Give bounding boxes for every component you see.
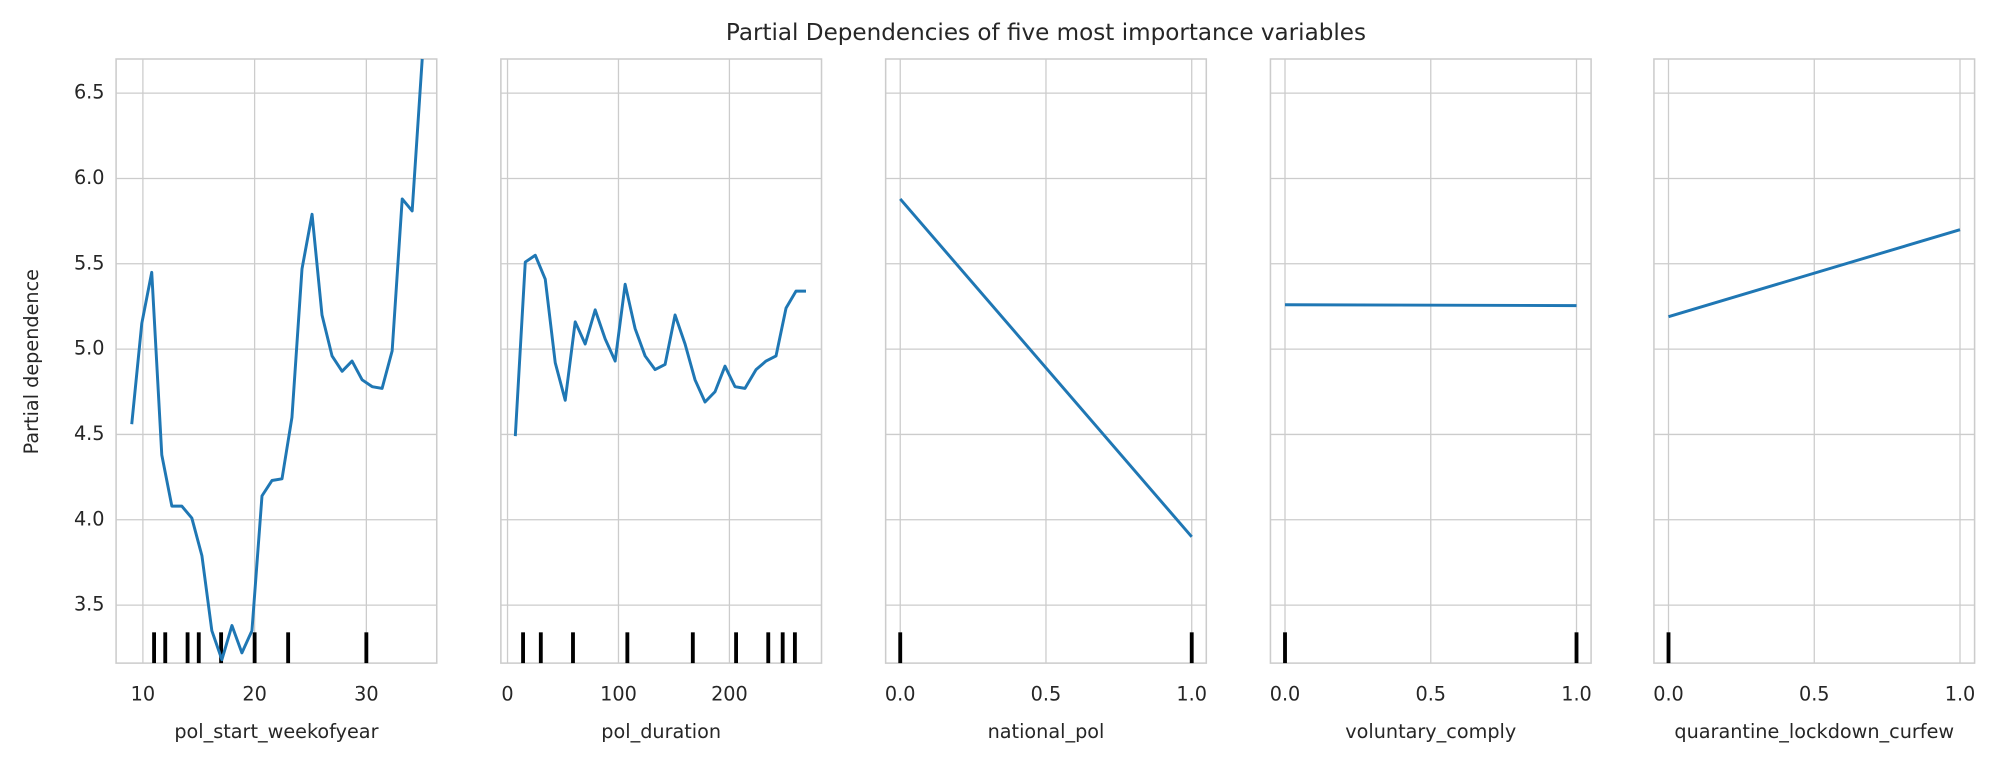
pd-line (899, 197, 1193, 538)
pd-line (1285, 303, 1577, 308)
axes-frame (1269, 58, 1592, 664)
x-axis-label: voluntary_comply (1345, 720, 1516, 743)
x-tick-label: 20 (242, 683, 266, 706)
axes-frame (884, 58, 1208, 664)
x-axis-label: pol_duration (601, 720, 721, 743)
x-tick-label: 0.0 (885, 683, 916, 706)
x-tick-label: 200 (711, 683, 748, 706)
x-tick-label: 0.5 (1799, 683, 1830, 706)
pd-line (1668, 228, 1961, 319)
x-axis-label: national_pol (988, 720, 1105, 743)
x-tick-label: 1.0 (1945, 683, 1976, 706)
x-tick-label: 1.0 (1561, 683, 1592, 706)
x-tick-label: 0 (501, 683, 513, 706)
x-tick-label: 0.5 (1415, 683, 1446, 706)
x-axis-label: quarantine_lockdown_curfew (1674, 720, 1954, 743)
x-tick-label: 0.0 (1653, 683, 1684, 706)
pd-line (130, 58, 424, 662)
x-tick-label: 1.0 (1176, 683, 1207, 706)
y-tick-label: 6.5 (74, 81, 105, 104)
axes-frame (500, 58, 823, 664)
y-axis-label: Partial dependence (20, 269, 43, 454)
axes-frame (1653, 58, 1976, 664)
y-tick-label: 4.5 (74, 422, 105, 445)
y-tick-label: 6.0 (74, 166, 105, 189)
y-tick-label: 5.0 (74, 337, 105, 360)
x-tick-label: 0.5 (1031, 683, 1062, 706)
x-tick-label: 0.0 (1270, 683, 1301, 706)
pd-line (513, 253, 806, 437)
x-tick-label: 100 (600, 683, 637, 706)
chart-title: Partial Dependencies of five most import… (726, 20, 1366, 46)
x-axis-label: pol_start_weekofyear (174, 720, 378, 743)
axes-frame (115, 58, 438, 664)
y-tick-label: 3.5 (74, 593, 105, 616)
y-tick-label: 4.0 (74, 507, 105, 530)
y-tick-label: 5.5 (74, 251, 105, 274)
x-tick-label: 30 (354, 683, 378, 706)
x-tick-label: 10 (131, 683, 155, 706)
